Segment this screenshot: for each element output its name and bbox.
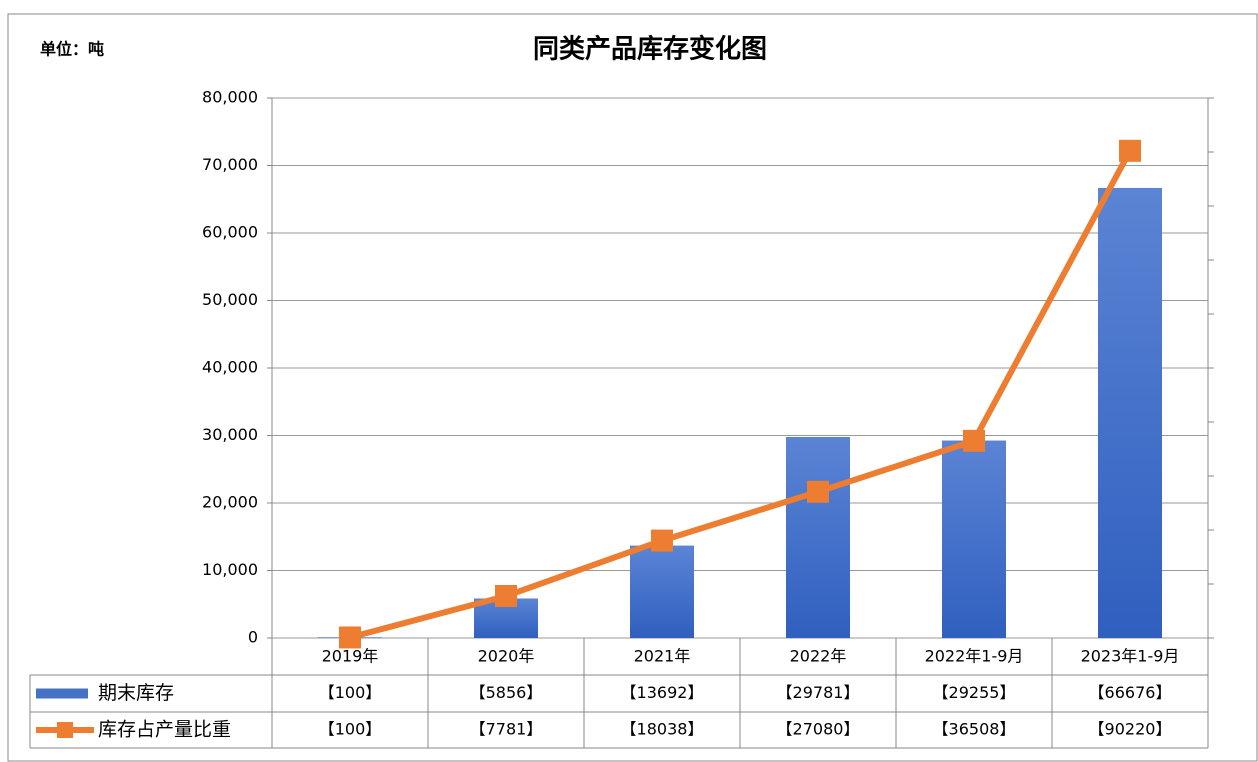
x-tick-label: 2023年1-9月 [1081,647,1180,666]
data-table-value: 【13692】 [621,683,704,702]
data-table-value: 【36508】 [933,720,1016,739]
x-tick-label: 2019年 [322,647,379,666]
data-table-value: 【100】 [319,720,382,739]
data-table-value: 【29255】 [933,683,1016,702]
line-marker [963,429,985,452]
unit-label: 单位：吨 [40,40,104,59]
data-table-value: 【29781】 [777,683,860,702]
bar [786,436,850,638]
data-table-value: 【100】 [319,683,382,702]
chart-title: 同类产品库存变化图 [533,34,767,65]
legend-swatch [57,722,73,738]
y-tick-label: 20,000 [202,493,258,512]
legend-label: 库存占产量比重 [98,719,231,741]
y-tick-label: 80,000 [202,88,258,107]
line-marker [1119,139,1141,162]
y-tick-label: 40,000 [202,358,258,377]
chart-border [7,13,1258,762]
y-tick-label: 50,000 [202,290,258,309]
y-tick-label: 60,000 [202,223,258,242]
x-tick-label: 2022年 [790,647,847,666]
line-marker [339,626,361,649]
y-tick-label: 70,000 [202,155,258,174]
data-table-value: 【18038】 [621,720,704,739]
bar [1098,187,1162,638]
line-marker [807,480,829,503]
bar [942,440,1006,638]
line [349,149,1133,641]
data-table-value: 【5856】 [470,683,543,702]
y-tick-label: 0 [248,628,258,647]
y-tick-label: 10,000 [202,560,258,579]
data-table-value: 【66676】 [1089,683,1172,702]
x-tick-label: 2020年 [478,647,535,666]
x-tick-label: 2021年 [634,647,691,666]
line-marker [651,529,673,552]
bar [630,545,694,638]
data-table-value: 【7781】 [470,720,543,739]
legend-label: 期末库存 [98,682,174,704]
legend-swatch [36,688,88,699]
line-marker [495,584,517,607]
y-tick-label: 30,000 [202,425,258,444]
data-table-value: 【90220】 [1089,720,1172,739]
x-tick-label: 2022年1-9月 [925,647,1024,666]
data-table-value: 【27080】 [777,720,860,739]
